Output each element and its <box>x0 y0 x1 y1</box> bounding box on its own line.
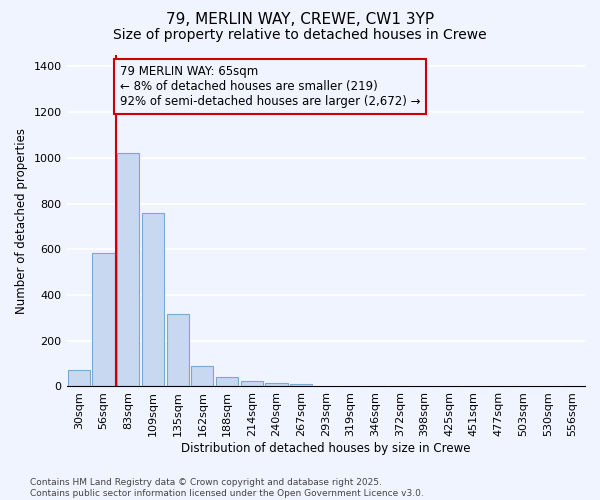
Text: 79 MERLIN WAY: 65sqm
← 8% of detached houses are smaller (219)
92% of semi-detac: 79 MERLIN WAY: 65sqm ← 8% of detached ho… <box>119 66 420 108</box>
Text: Size of property relative to detached houses in Crewe: Size of property relative to detached ho… <box>113 28 487 42</box>
Bar <box>167 314 189 386</box>
Bar <box>142 212 164 386</box>
Text: Contains HM Land Registry data © Crown copyright and database right 2025.
Contai: Contains HM Land Registry data © Crown c… <box>30 478 424 498</box>
Bar <box>241 382 263 386</box>
Text: 79, MERLIN WAY, CREWE, CW1 3YP: 79, MERLIN WAY, CREWE, CW1 3YP <box>166 12 434 28</box>
Bar <box>92 252 115 386</box>
Bar <box>216 378 238 386</box>
Bar <box>117 154 139 386</box>
Bar <box>68 370 90 386</box>
Bar <box>265 383 287 386</box>
Y-axis label: Number of detached properties: Number of detached properties <box>15 128 28 314</box>
X-axis label: Distribution of detached houses by size in Crewe: Distribution of detached houses by size … <box>181 442 470 455</box>
Bar <box>191 366 214 386</box>
Bar <box>290 384 312 386</box>
